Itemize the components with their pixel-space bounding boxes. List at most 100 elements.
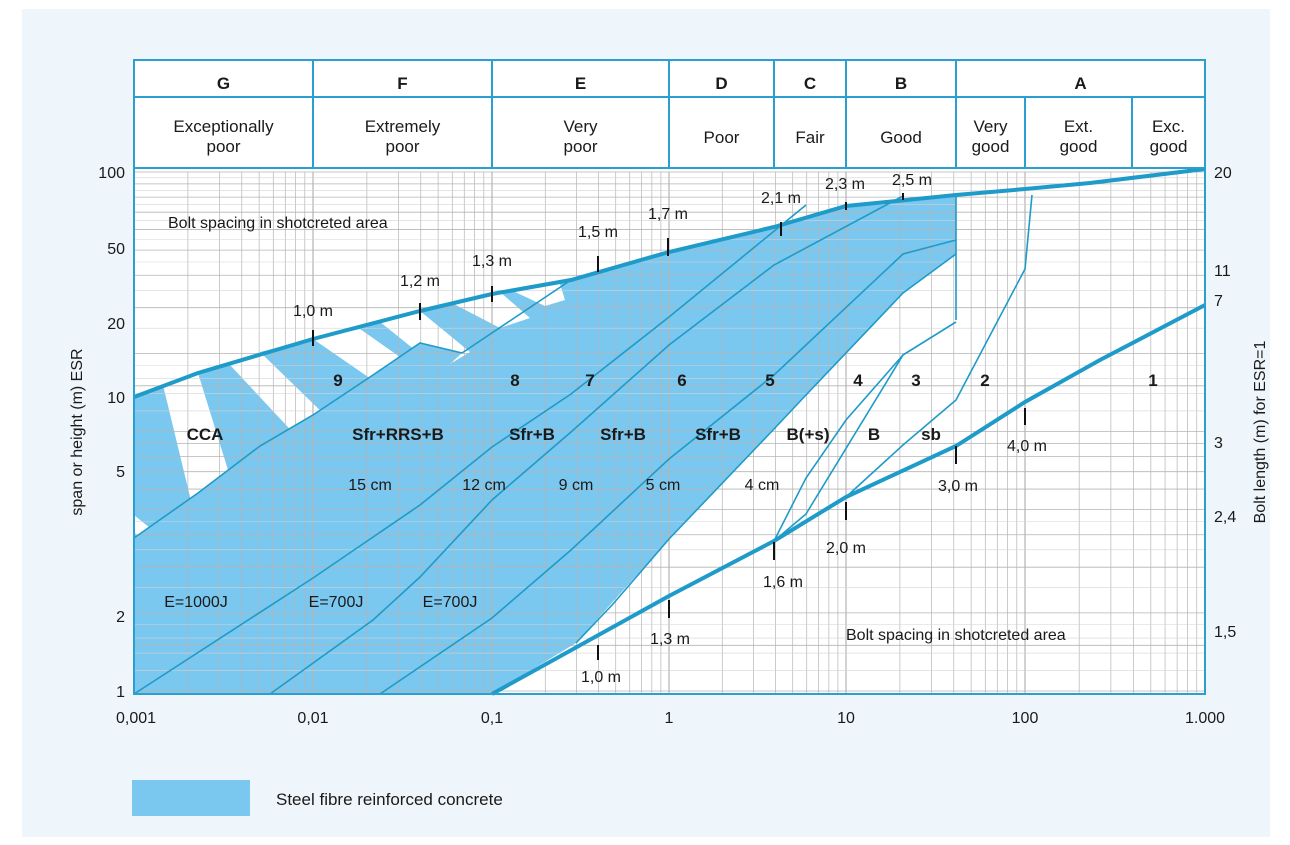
x-tick-label: 0,1 — [481, 710, 503, 727]
shotcrete-thickness: 15 cm — [348, 477, 392, 494]
right-axis-label: Bolt length (m) for ESR=1 — [1252, 341, 1269, 524]
class-a-subname: Very — [973, 117, 1008, 136]
y-axis-label: span or height (m) ESR — [69, 348, 86, 515]
class-letter: G — [217, 74, 230, 93]
shotcrete-thickness: 9 cm — [559, 477, 594, 494]
support-type: Sfr+B — [509, 425, 555, 444]
lower-bolt-spacing: 1,3 m — [650, 631, 690, 648]
support-boundary — [133, 342, 463, 539]
x-tick-label: 100 — [1012, 710, 1039, 727]
class-letter: A — [1074, 74, 1086, 93]
right-tick-label: 2,4 — [1214, 509, 1236, 526]
legend: Steel fibre reinforced concrete — [132, 780, 503, 816]
support-category-number: 3 — [911, 371, 920, 390]
class-name: Fair — [795, 128, 825, 147]
support-boundary — [575, 253, 957, 644]
class-name: Poor — [704, 128, 740, 147]
lower-bolt-line — [491, 303, 1206, 696]
y-tick-label: 100 — [98, 165, 125, 182]
lower-bolt-spacing: 2,0 m — [826, 540, 866, 557]
class-a-subname: good — [1150, 137, 1188, 156]
y-tick-label: 50 — [107, 241, 125, 258]
x-tick-label: 1.000 — [1185, 710, 1225, 727]
class-name: Exceptionally — [173, 117, 274, 136]
support-category-number: 8 — [510, 371, 519, 390]
support-type: Sfr+B — [600, 425, 646, 444]
class-name: Good — [880, 128, 922, 147]
x-tick-label: 10 — [837, 710, 855, 727]
support-boundary — [269, 195, 904, 695]
lower-bolt-spacing: 4,0 m — [1007, 438, 1047, 455]
class-a-subname: Ext. — [1064, 117, 1093, 136]
support-type: Sfr+RRS+B — [352, 425, 444, 444]
support-boundary — [845, 194, 1033, 498]
shotcrete-thickness: 4 cm — [745, 477, 780, 494]
y-tick-label: 2 — [116, 609, 125, 626]
class-a-subname: good — [1060, 137, 1098, 156]
lower-bolt-spacing: 3,0 m — [938, 478, 978, 495]
class-a-subname: Exc. — [1152, 117, 1185, 136]
support-type: B — [868, 425, 880, 444]
upper-bolt-spacing: 2,5 m — [892, 172, 932, 189]
support-category-number: 6 — [677, 371, 686, 390]
right-tick-label: 20 — [1214, 165, 1232, 182]
cca-label: CCA — [187, 425, 224, 444]
upper-bolt-spacing: 1,5 m — [578, 224, 618, 241]
support-boundary — [379, 239, 957, 695]
right-tick-label: 3 — [1214, 435, 1223, 452]
support-type: B(+s) — [787, 425, 830, 444]
x-tick-label: 1 — [665, 710, 674, 727]
class-name: Very — [563, 117, 598, 136]
energy-absorption: E=1000J — [164, 594, 228, 611]
rock-class-header: GExceptionallypoorFExtremelypoorEVerypoo… — [133, 59, 1206, 695]
energy-absorption: E=700J — [423, 594, 478, 611]
support-category-number: 4 — [853, 371, 863, 390]
right-tick-label: 7 — [1214, 293, 1223, 310]
support-category-number: 9 — [333, 371, 342, 390]
upper-bolt-spacing: 2,3 m — [825, 176, 865, 193]
lower-bolt-spacing: 1,0 m — [581, 669, 621, 686]
support-boundary-lines — [133, 167, 1206, 696]
upper-bolt-spacing: 2,1 m — [761, 190, 801, 207]
chart-text-layer: 0,001 0,01 0,1 1 10 100 1.000 1 2 5 10 20 50 100 span … — [69, 165, 1269, 727]
upper-bolt-spacing: 1,7 m — [648, 206, 688, 223]
lower-bolt-spacing: 1,6 m — [763, 574, 803, 591]
support-type: sb — [921, 425, 941, 444]
support-boundary — [133, 204, 807, 695]
hatch-band — [515, 284, 565, 306]
upper-bolt-spacing: 1,3 m — [472, 253, 512, 270]
support-category-number: 1 — [1148, 371, 1157, 390]
y-tick-label: 10 — [107, 390, 125, 407]
energy-absorption: E=700J — [309, 594, 364, 611]
class-name: poor — [385, 137, 419, 156]
lower-area-label: Bolt spacing in shotcreted area — [846, 627, 1066, 644]
class-name: poor — [206, 137, 240, 156]
support-boundary — [773, 321, 957, 542]
class-letter: F — [397, 74, 407, 93]
x-tick-label: 0,001 — [116, 710, 156, 727]
y-tick-label: 5 — [116, 464, 125, 481]
right-tick-label: 1,5 — [1214, 624, 1236, 641]
class-letter: B — [895, 74, 907, 93]
shotcrete-thickness: 12 cm — [462, 477, 506, 494]
class-letter: D — [715, 74, 727, 93]
class-letter: C — [804, 74, 816, 93]
legend-label: Steel fibre reinforced concrete — [276, 790, 503, 809]
y-tick-label: 1 — [116, 684, 125, 701]
class-letter: E — [575, 74, 586, 93]
upper-area-label: Bolt spacing in shotcreted area — [168, 215, 388, 232]
upper-bolt-spacing: 1,0 m — [293, 303, 333, 320]
shotcrete-lower-cover — [134, 343, 462, 560]
x-tick-label: 0,01 — [297, 710, 328, 727]
shotcrete-thickness: 5 cm — [646, 477, 681, 494]
class-name: poor — [563, 137, 597, 156]
class-a-subname: good — [972, 137, 1010, 156]
right-tick-label: 11 — [1214, 263, 1231, 280]
y-tick-label: 20 — [107, 316, 125, 333]
support-category-number: 7 — [585, 371, 594, 390]
grid-layer — [133, 171, 1206, 694]
upper-bolt-spacing: 1,2 m — [400, 273, 440, 290]
support-category-number: 5 — [765, 371, 774, 390]
class-name: Extremely — [365, 117, 441, 136]
